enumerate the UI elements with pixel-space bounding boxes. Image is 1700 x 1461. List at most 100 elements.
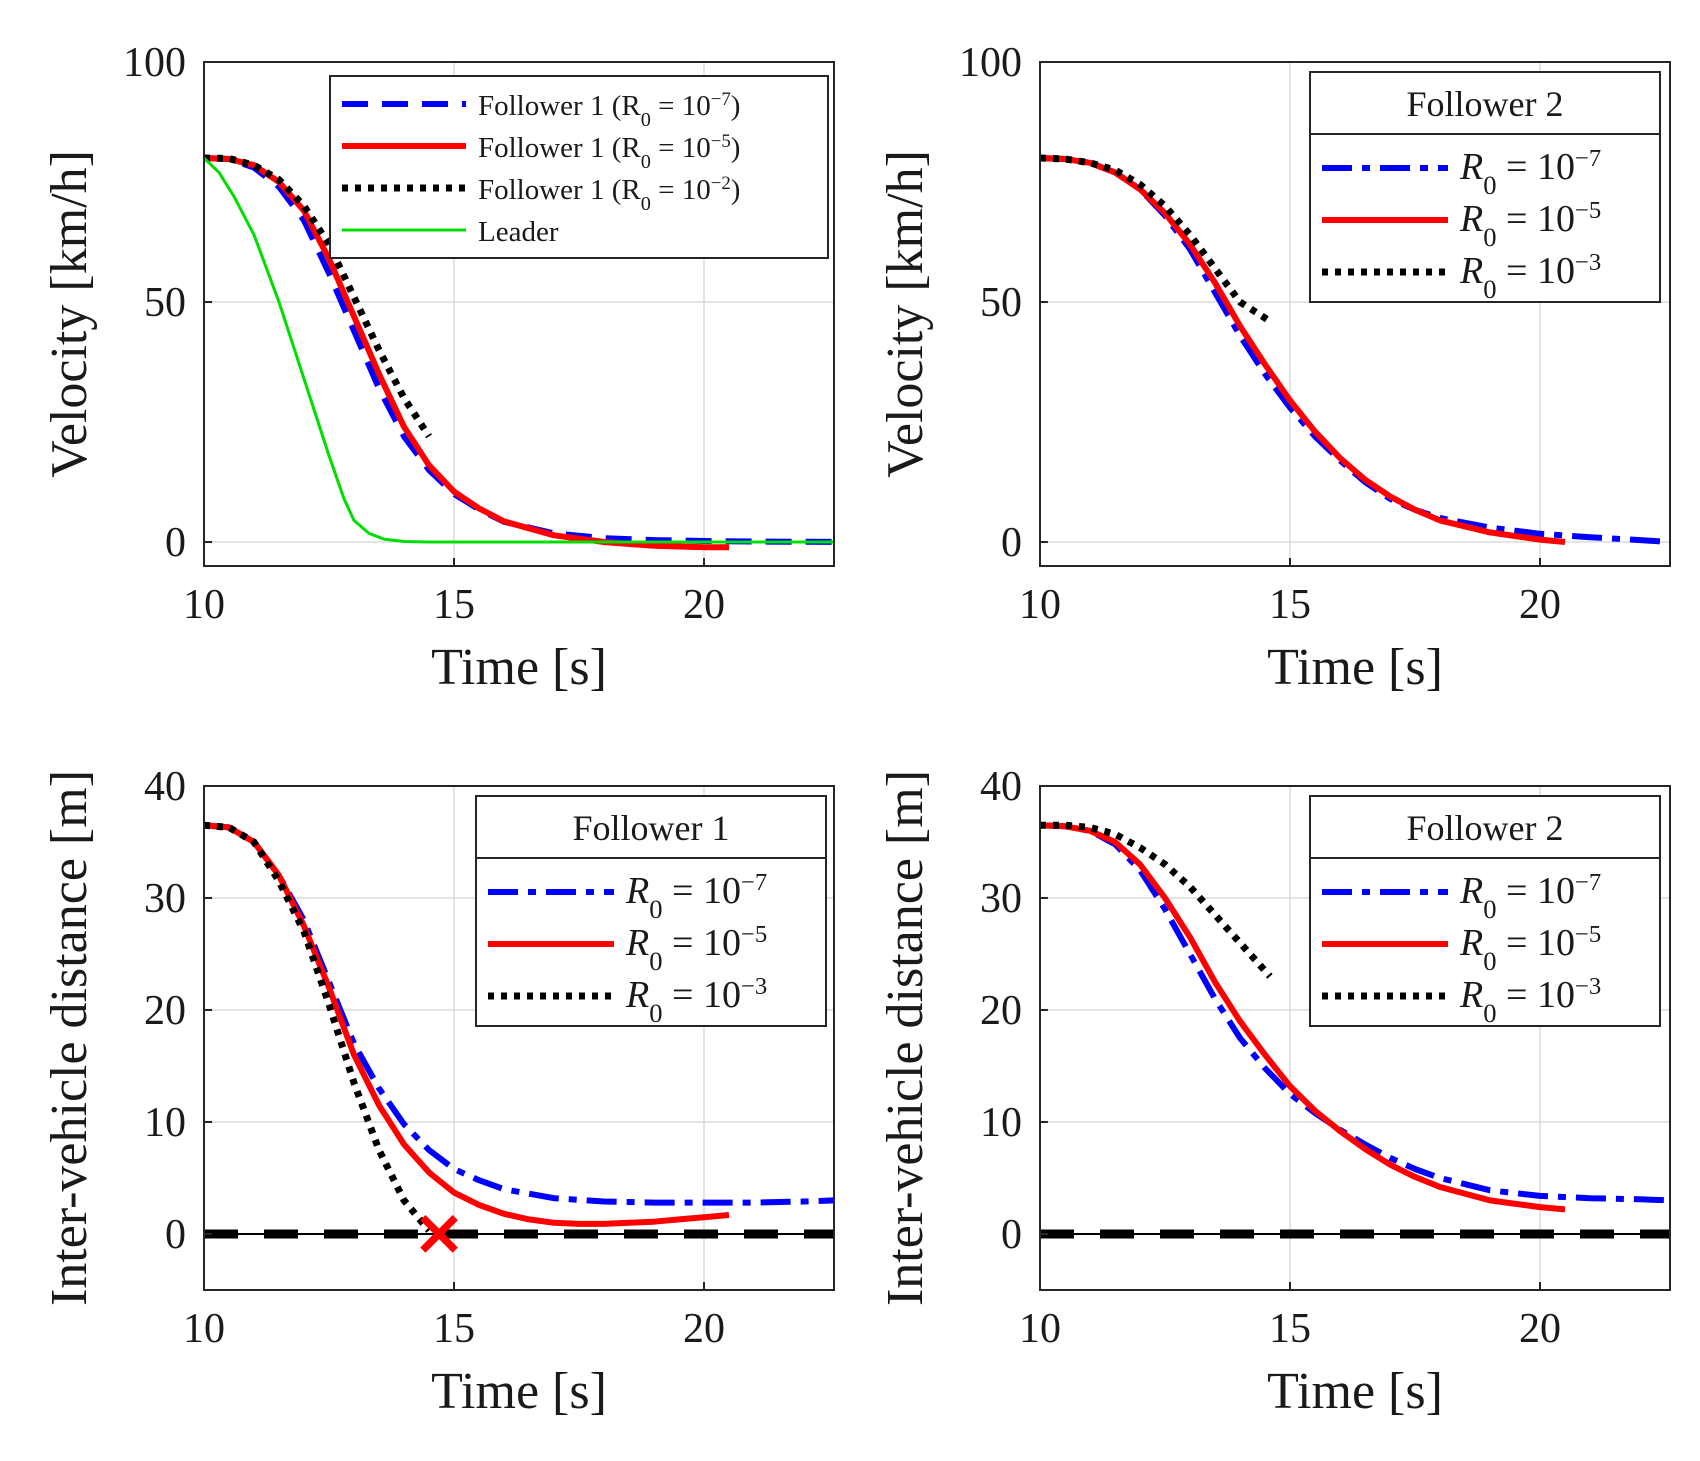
legend-exponent: −2	[711, 173, 731, 194]
legend-subscript: 0	[649, 894, 662, 924]
legend-subscript: 0	[1483, 998, 1496, 1028]
legend-equals: = 10	[663, 974, 741, 1016]
legend-label: R	[1459, 146, 1483, 188]
x-tick-label: 20	[683, 582, 725, 628]
legend-entry-4: Leader	[478, 216, 559, 248]
legend-title: Follower 1	[573, 808, 730, 848]
legend-exponent: −5	[711, 131, 731, 152]
y-axis-label: Inter-vehicle distance [m]	[877, 770, 934, 1306]
y-tick-label: 50	[980, 280, 1022, 326]
legend-exponent: −3	[741, 973, 767, 1000]
legend-title: Follower 2	[1407, 808, 1564, 848]
legend-equals: = 10	[1497, 870, 1575, 912]
x-tick-label: 10	[183, 1306, 225, 1352]
legend-close-paren: )	[731, 174, 741, 206]
legend-equals: = 10	[651, 174, 711, 206]
legend-exponent: −3	[1575, 973, 1601, 1000]
y-tick-label: 30	[980, 876, 1022, 922]
legend-label: R	[1459, 974, 1483, 1016]
legend-equals: = 10	[663, 922, 741, 964]
legend-exponent: −7	[1575, 145, 1601, 172]
legend-label: Follower 1 (R	[478, 174, 641, 206]
legend: Follower 1 (R0 = 10−7)Follower 1 (R0 = 1…	[329, 75, 829, 259]
legend-entry-3: R0 = 10−3	[1459, 973, 1601, 1029]
axes-frame	[203, 61, 835, 567]
legend-label: R	[625, 922, 649, 964]
legend-entry-2: R0 = 10−5	[1459, 921, 1601, 977]
series-line-3	[203, 821, 432, 1233]
legend-exponent: −5	[741, 921, 767, 948]
y-tick-label: 0	[165, 1212, 186, 1258]
legend-box	[1309, 71, 1661, 303]
x-axis-label: Time [s]	[1267, 1363, 1443, 1420]
legend-title: Follower 2	[1407, 84, 1564, 124]
x-axis-label: Time [s]	[431, 639, 607, 696]
legend: Follower 2R0 = 10−7R0 = 10−5R0 = 10−3	[1309, 795, 1661, 1029]
y-tick-label: 40	[980, 764, 1022, 810]
legend-equals: = 10	[1497, 146, 1575, 188]
y-tick-label: 10	[980, 1100, 1022, 1146]
legend-close-paren: )	[731, 132, 741, 164]
y-tick-label: 50	[144, 280, 186, 326]
chart-panel-4: 10 15 20 0 10 20 30 40 Time [s] Inter-vehicle dis…	[877, 764, 1671, 1420]
legend-subscript: 0	[1483, 222, 1496, 252]
legend-subscript: 0	[649, 946, 662, 976]
y-tick-label: 0	[1001, 1212, 1022, 1258]
y-axis-label: Velocity [km/h]	[877, 150, 934, 478]
y-tick-label: 20	[144, 988, 186, 1034]
y-tick-label: 20	[980, 988, 1022, 1034]
axes-frame	[203, 785, 835, 1291]
y-tick-label: 40	[144, 764, 186, 810]
legend-entry-3: R0 = 10−3	[625, 973, 767, 1029]
x-tick-label: 20	[1519, 582, 1561, 628]
legend-label: Follower 1 (R	[478, 132, 641, 164]
y-axis-label: Inter-vehicle distance [m]	[41, 770, 98, 1306]
legend: Follower 1R0 = 10−7R0 = 10−5R0 = 10−3	[475, 795, 827, 1029]
series-line-4	[202, 156, 834, 544]
x-tick-label: 10	[1019, 1306, 1061, 1352]
legend-equals: = 10	[1497, 250, 1575, 292]
x-tick-label: 15	[433, 582, 475, 628]
series-line-1	[1039, 155, 1671, 545]
y-tick-label: 0	[165, 520, 186, 566]
legend-equals: = 10	[651, 132, 711, 164]
legend-entry-2: R0 = 10−5	[1459, 197, 1601, 253]
legend-subscript: 0	[1483, 274, 1496, 304]
legend-entry-1: R0 = 10−7	[1459, 869, 1601, 925]
legend-subscript: 0	[1483, 894, 1496, 924]
series-line-3	[1039, 154, 1272, 325]
legend-subscript: 0	[1483, 170, 1496, 200]
x-tick-label: 15	[1269, 1306, 1311, 1352]
y-tick-label: 30	[144, 876, 186, 922]
x-tick-label: 10	[1019, 582, 1061, 628]
y-tick-label: 0	[1001, 520, 1022, 566]
y-tick-label: 100	[123, 40, 186, 86]
legend-label: Leader	[478, 216, 559, 248]
legend-label: Follower 1 (R	[478, 90, 641, 122]
x-tick-label: 20	[683, 1306, 725, 1352]
legend-equals: = 10	[651, 90, 711, 122]
legend-label: R	[1459, 922, 1483, 964]
legend-exponent: −5	[1575, 921, 1601, 948]
legend-box	[1309, 795, 1661, 1027]
legend-subscript: 0	[649, 998, 662, 1028]
legend-entry-1: R0 = 10−7	[625, 869, 767, 925]
legend-subscript: 0	[641, 193, 651, 215]
legend-subscript: 0	[641, 109, 651, 131]
legend-equals: = 10	[663, 870, 741, 912]
legend-equals: = 10	[1497, 922, 1575, 964]
legend-entry-2: R0 = 10−5	[625, 921, 767, 977]
legend-label: R	[1459, 870, 1483, 912]
legend-entry-3: Follower 1 (R0 = 10−2)	[478, 173, 740, 216]
legend-entry-1: Follower 1 (R0 = 10−7)	[478, 89, 740, 132]
legend-exponent: −7	[1575, 869, 1601, 896]
x-axis-label: Time [s]	[1267, 639, 1443, 696]
chart-panel-3: × 10 15 20 0 10 20 30 40 Time [s] Inter-vehicle di…	[41, 764, 835, 1420]
y-axis-label: Velocity [km/h]	[41, 150, 98, 478]
series-line-3	[1040, 821, 1273, 979]
legend-close-paren: )	[731, 90, 741, 122]
legend-equals: = 10	[1497, 974, 1575, 1016]
legend-box	[329, 75, 829, 259]
legend-label: R	[625, 870, 649, 912]
